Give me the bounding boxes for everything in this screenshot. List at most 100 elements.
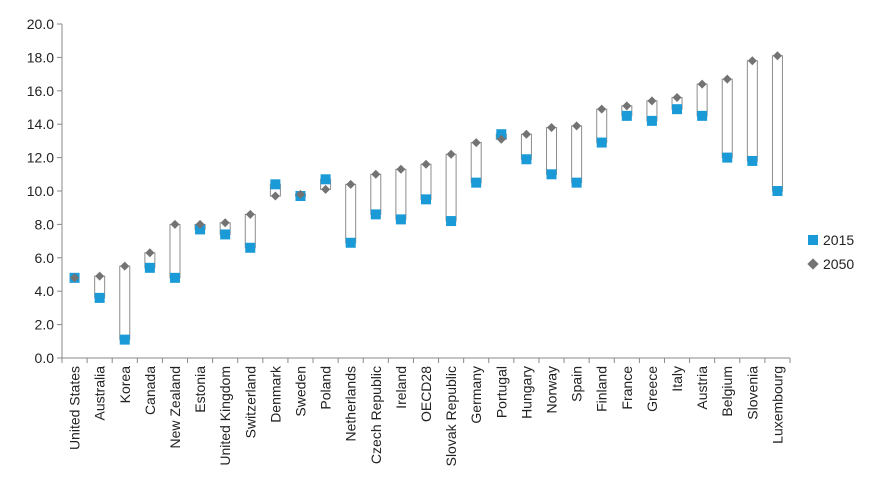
x-tick-label: Netherlands [343,366,359,442]
point-2015 [395,214,406,225]
point-2050 [220,218,230,228]
point-2050 [647,96,657,106]
legend: 2015 2050 [807,228,872,276]
x-tick-label: Germany [468,366,484,424]
point-2015 [471,177,482,188]
point-2015 [621,110,632,121]
x-tick-label: Portugal [493,366,509,418]
range-box [119,265,131,341]
point-2015 [421,194,431,205]
point-2050 [195,219,205,229]
y-tick-label: 12.0 [27,150,54,166]
x-tick-label: Canada [142,366,158,415]
y-tick-label: 10.0 [27,183,54,199]
point-2015 [747,155,758,166]
x-tick-label: Finland [594,366,610,412]
y-tick-label: 6.0 [35,250,55,266]
point-2015 [772,186,783,196]
x-tick-label: OECD28 [418,366,434,422]
x-tick-label: Ireland [393,366,409,409]
x-tick-label: Sweden [292,366,308,417]
legend-swatch-2050 [807,258,819,270]
y-tick-label: 16.0 [27,83,54,99]
x-tick-label: Czech Republic [368,366,384,464]
range-box [445,153,457,222]
x-tick-label: Slovak Republic [443,366,459,466]
legend-item-2050: 2050 [807,252,872,276]
point-2015 [722,152,733,163]
point-2015 [119,334,130,345]
y-tick-label: 14.0 [27,116,54,132]
x-tick-label: Norway [544,366,560,413]
range-box [370,173,382,215]
x-tick-label: Australia [92,366,108,421]
range-box [169,223,181,279]
point-2050 [722,74,732,84]
point-2050 [295,189,305,199]
range-box [470,142,482,184]
point-2050 [371,169,381,179]
point-2015 [596,137,607,148]
range-box [395,168,407,220]
point-2050 [446,149,456,159]
point-2050 [597,104,607,114]
point-2015 [571,177,582,188]
y-tick-label: 4.0 [35,283,55,299]
y-tick-label: 18.0 [27,49,54,65]
x-tick-label: Belgium [719,366,735,417]
range-box [420,163,432,200]
point-2015 [370,209,381,220]
point-2015 [646,115,657,126]
point-2015 [320,174,331,185]
x-tick-label: Austria [694,366,710,410]
x-tick-label: United States [67,366,83,450]
point-2050 [245,209,255,219]
y-tick-label: 8.0 [35,216,55,232]
point-2050 [772,51,782,61]
point-2050 [471,138,481,148]
y-tick-label: 0.0 [35,350,55,366]
x-tick-label: Hungary [518,366,534,419]
point-2015 [697,110,708,121]
range-box [345,183,357,244]
point-2050 [145,248,155,258]
x-tick-label: Spain [569,366,585,402]
point-2050 [672,92,682,102]
y-tick-label: 20.0 [27,16,54,32]
range-box [721,78,733,159]
point-2050 [747,56,757,66]
x-tick-label: Poland [318,366,334,410]
point-2015 [245,242,256,253]
point-2015 [94,292,105,303]
x-tick-label: Korea [117,366,133,404]
point-2015 [144,262,155,273]
legend-label-2015: 2015 [823,232,855,248]
point-2015 [446,216,457,227]
range-box [771,55,783,192]
point-2050 [521,129,531,139]
point-2050 [421,159,431,169]
range-box [571,125,583,184]
point-2050 [547,123,557,133]
range-box [244,213,256,249]
range-box [546,127,558,175]
x-tick-label: Luxembourg [769,366,785,444]
point-2015 [546,169,557,180]
point-2050 [697,79,707,89]
point-2015 [496,129,507,140]
point-2050 [70,273,80,283]
point-2050 [496,134,506,144]
point-2050 [572,121,582,131]
point-2050 [346,179,356,189]
point-2015 [169,272,180,283]
x-tick-label: Italy [669,366,685,392]
point-2015 [195,224,206,235]
x-tick-label: Greece [644,366,660,412]
point-2050 [321,184,331,194]
x-tick-label: New Zealand [167,366,183,449]
legend-swatch-2015 [808,235,818,245]
point-2050 [170,219,180,229]
x-tick-label: Switzerland [242,366,258,438]
